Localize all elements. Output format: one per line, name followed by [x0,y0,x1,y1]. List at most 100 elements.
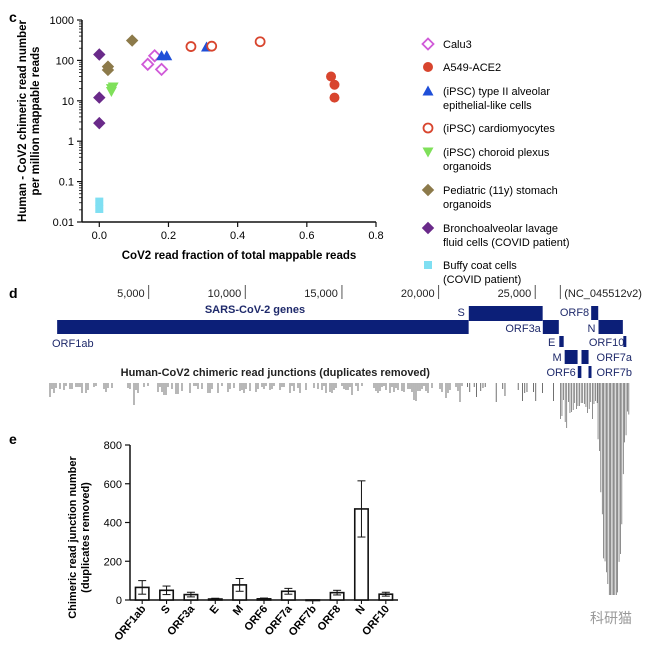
gene-label: S [457,307,464,319]
legend-label: Buffy coat cells [443,260,517,272]
y-tick-label: 10 [62,96,74,108]
legend-marker [421,183,435,197]
panel-letter-e: e [9,431,17,447]
genome-track: 5,000 10,000 15,000 20,000 25,000 (NC_045512v… [49,285,642,595]
legend-label: (COVID patient) [443,274,521,286]
legend-label: organoids [443,161,492,173]
gene-block [564,350,578,364]
gene-label: ORF7b [597,367,632,379]
legend-label: (iPSC) cardiomyocytes [443,123,555,135]
legend-label: Pediatric (11y) stomach [443,185,558,197]
gene-block [542,320,559,334]
legend-label: fluid cells (COVID patient) [443,237,570,249]
x-tick-label: ORF10 [360,603,392,638]
ruler-label: 25,000 [498,288,532,300]
legend-label: epithelial-like cells [443,100,532,112]
bar-chart: 0 200 400 600 800 Chimeric read junction numb… [67,440,398,643]
gene-block [588,366,592,378]
data-point [140,57,155,72]
gene-label: ORF6 [546,367,575,379]
y-axis-label-line: Chimeric read junction number [67,455,79,618]
panel-letter-d: d [9,285,18,301]
y-axis-label-line: (duplicates removed) [80,482,92,593]
y-tick-label: 100 [56,55,74,67]
scatter-legend: Calu3 A549-ACE2 (iPSC) type II alveolar epi… [421,37,570,286]
x-tick-label: 0.6 [299,230,314,242]
ruler-label: 10,000 [208,288,242,300]
x-tick-label: 0.0 [92,230,107,242]
panel-letter-c: c [9,9,17,25]
y-tick-label: 200 [104,556,122,568]
watermark: 科研猫 [590,610,632,626]
gene-label: M [552,352,561,364]
legend-label: (iPSC) type II alveolar [443,86,550,98]
x-tick-label: ORF1ab [112,603,148,643]
legend-marker [424,261,432,269]
gene-label: E [548,337,555,349]
x-tick-label: ORF8 [315,603,343,633]
y-tick-label: 0 [116,595,122,607]
gene-label: ORF3a [505,323,541,335]
data-point [93,91,106,104]
gene-label: ORF10 [589,337,624,349]
scatter-chart: 0.01 0.1 1 10 100 1000 0.0 0.2 0.4 0.6 0.8 CoV2 rea… [17,15,384,262]
x-tick-label: N [353,603,367,617]
y-tick-label: 1 [68,136,74,148]
ruler-label: 20,000 [401,288,435,300]
y-axis-label: Human - CoV2 chimeric read numberper mil… [17,20,42,222]
track-title: SARS-CoV-2 genes [205,304,305,316]
gene-label: N [588,323,596,335]
gene-label: ORF7a [597,352,633,364]
gene-block [598,320,623,334]
data-point [326,71,337,82]
x-axis-label: CoV2 read fraction of total mappable rea… [122,250,357,262]
ruler-label: 5,000 [117,288,145,300]
data-point [329,79,340,90]
legend-label: A549-ACE2 [443,62,501,74]
y-tick-label: 800 [104,440,122,452]
x-tick-label: E [208,603,222,616]
y-tick-label: 1000 [50,15,74,27]
data-point [254,36,266,48]
data-point [93,48,106,61]
x-tick-label: ORF3a [165,603,198,639]
data-point [93,116,106,130]
legend-marker [421,37,435,51]
gene-block [57,320,469,334]
y-axis-label: Chimeric read junction number(duplicates… [67,455,92,618]
y-tick-label: 0.1 [59,177,74,189]
gene-block [623,336,627,347]
legend-label: Bronchoalveolar lavage [443,223,558,235]
data-point [154,62,169,77]
gene-block [591,306,599,320]
data-point [95,204,104,213]
data-point [107,82,119,93]
legend-marker [422,122,434,134]
gene-block [468,306,543,321]
legend-marker [421,221,435,235]
legend-marker [422,85,434,96]
gene-block [577,366,582,378]
data-point [95,197,104,206]
y-axis-label-line: per million mappable reads [30,47,42,196]
x-tick-label: 0.2 [161,230,176,242]
gene-label: ORF8 [560,307,589,319]
gene-block [559,336,564,347]
y-axis-label-line: Human - CoV2 chimeric read number [17,20,29,222]
legend-label: (iPSC) choroid plexus [443,147,550,159]
legend-label: Calu3 [443,39,472,51]
junction-ticks [49,383,630,595]
gene-block [581,350,589,364]
legend-marker [422,147,434,158]
legend-marker [423,62,433,72]
ruler-label: 15,000 [304,288,338,300]
data-point [206,40,218,52]
y-tick-label: 400 [104,518,122,530]
y-tick-label: 0.01 [53,217,74,229]
legend-label: organoids [443,199,492,211]
data-point [101,63,115,77]
y-tick-label: 600 [104,479,122,491]
x-tick-label: S [159,603,173,616]
accession-label: (NC_045512v2) [564,288,642,300]
